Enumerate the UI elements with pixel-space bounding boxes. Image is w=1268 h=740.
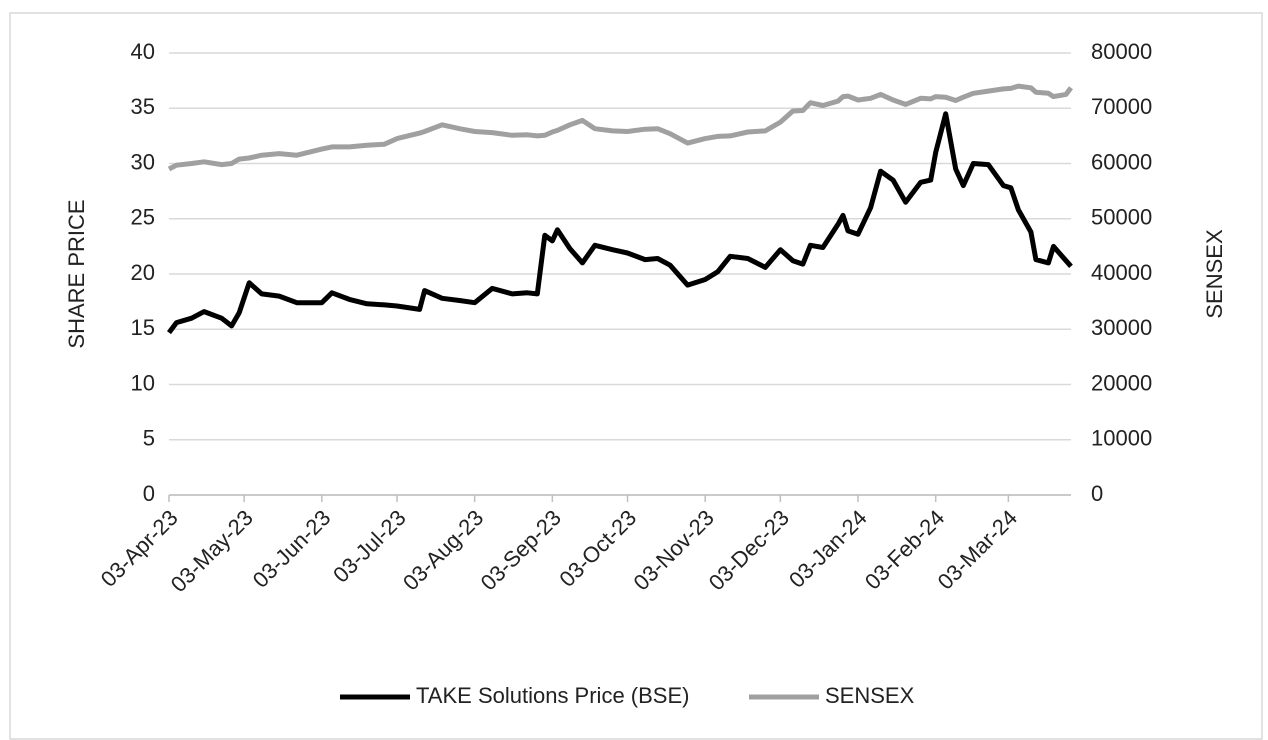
y-axis-title: SHARE PRICE [64, 199, 89, 348]
y2-tick-label: 10000 [1091, 426, 1152, 451]
y-tick-label: 20 [131, 260, 155, 285]
y-tick-label: 35 [131, 94, 155, 119]
series-line [167, 111, 1073, 335]
legend-label: SENSEX [825, 683, 915, 708]
y-tick-label: 25 [131, 205, 155, 230]
chart-frame [9, 12, 1263, 740]
y2-tick-label: 70000 [1091, 94, 1152, 119]
y2-tick-label: 40000 [1091, 260, 1152, 285]
y2-tick-label: 80000 [1091, 39, 1152, 64]
y-tick-label: 15 [131, 315, 155, 340]
y2-tick-label: 20000 [1091, 370, 1152, 395]
y2-tick-label: 50000 [1091, 205, 1152, 230]
y-tick-label: 40 [131, 39, 155, 64]
y-tick-label: 10 [131, 370, 155, 395]
series-line [167, 83, 1073, 172]
y2-tick-label: 30000 [1091, 315, 1152, 340]
y2-axis-title: SENSEX [1202, 229, 1227, 319]
y2-tick-label: 0 [1091, 481, 1103, 506]
y-tick-label: 5 [143, 426, 155, 451]
y2-tick-label: 60000 [1091, 149, 1152, 174]
y-tick-label: 30 [131, 149, 155, 174]
y-tick-label: 0 [143, 481, 155, 506]
legend-label: TAKE Solutions Price (BSE) [416, 683, 689, 708]
